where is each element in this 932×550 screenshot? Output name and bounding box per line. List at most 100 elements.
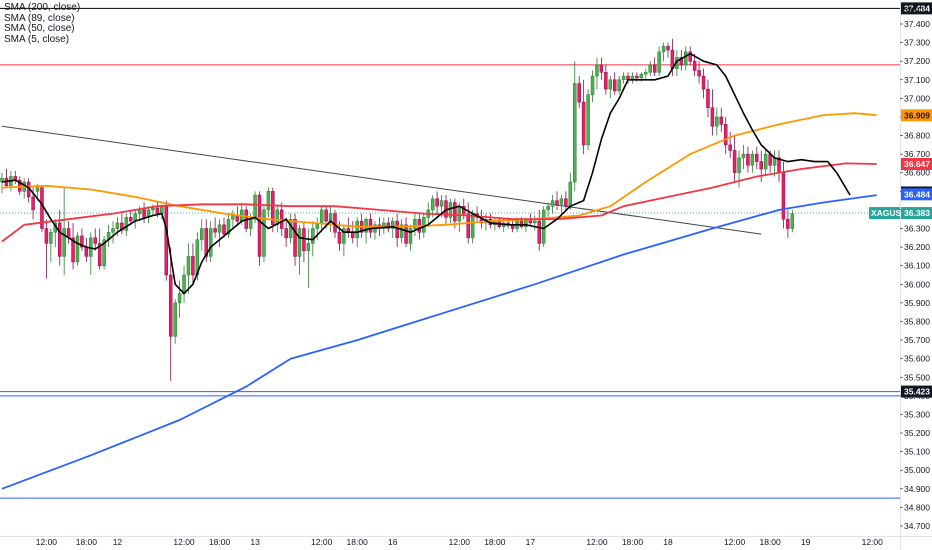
x-tick-label: 18:00 <box>347 537 369 547</box>
time-axis[interactable]: 12:00 18:00 12 12:00 18:00 13 12:00 18:00 16 12:0… <box>36 537 883 547</box>
price-tag-bg <box>901 158 932 171</box>
candle-body <box>35 187 40 192</box>
y-tick-label: 36.100 <box>904 261 930 271</box>
candle-body <box>93 237 97 244</box>
indicator-legend: SMA (200, close) SMA (89, close) SMA (50… <box>4 2 81 45</box>
y-tick-label: 35.500 <box>904 372 930 382</box>
legend-sma-50[interactable]: SMA (50, close) <box>4 23 75 34</box>
candle-body <box>57 222 62 257</box>
price-tag-label: 37.484 <box>904 3 930 13</box>
candle-body <box>537 220 541 244</box>
y-tick-label: 37.300 <box>904 38 930 48</box>
price-tag-label: 35.423 <box>904 387 930 397</box>
candle-body <box>541 209 546 244</box>
candle-body <box>577 83 581 103</box>
candle-body <box>84 246 89 257</box>
candle-body <box>266 191 271 211</box>
x-tick-label: 18 <box>663 537 673 547</box>
candle-body <box>644 72 648 75</box>
candle-body <box>222 224 226 235</box>
candle-body <box>697 70 701 77</box>
candle-body <box>382 222 386 229</box>
price-tag-label: 36.647 <box>904 159 930 169</box>
candle-body <box>612 79 617 92</box>
candle-body <box>533 220 537 224</box>
candle-body <box>408 228 413 244</box>
legend-sma-5[interactable]: SMA (5, close) <box>4 33 70 45</box>
y-tick-label: 36.600 <box>904 168 930 178</box>
currency-label: USD <box>906 5 924 15</box>
candle-body <box>666 46 670 51</box>
y-tick-label: 34.700 <box>904 521 930 531</box>
candle-body <box>684 51 688 66</box>
candle-body <box>297 228 302 257</box>
price-tag-bg <box>901 188 932 201</box>
symbol-tag-label: XAGUSD <box>871 208 907 218</box>
x-tick-label: 18:00 <box>484 537 506 547</box>
candle-body <box>715 116 719 127</box>
price-tag-bg <box>901 109 932 122</box>
candle-body <box>0 178 4 183</box>
candle-body <box>164 205 169 276</box>
candle-body <box>177 293 182 304</box>
candle-body <box>466 213 470 239</box>
candle-body <box>701 75 706 90</box>
candle-body <box>439 200 444 207</box>
y-tick-label: 36.700 <box>904 149 930 159</box>
candle-body <box>364 218 368 233</box>
candle-body <box>604 72 608 90</box>
x-tick-label: 12:00 <box>449 537 471 547</box>
candle-body <box>737 157 741 173</box>
x-tick-label: 13 <box>250 537 260 547</box>
candle-body <box>248 218 253 229</box>
candle-body <box>97 243 102 266</box>
price-tag-label: 36.484 <box>904 189 930 199</box>
candle-body <box>759 161 763 170</box>
candle-body <box>155 207 160 214</box>
candle-body <box>639 73 644 79</box>
y-tick-label: 34.900 <box>904 484 930 494</box>
candle-body <box>599 64 604 73</box>
candle-body <box>755 153 759 162</box>
candle-body <box>186 256 191 276</box>
candle-body <box>448 202 453 218</box>
candle-body <box>430 198 435 211</box>
candle-body <box>271 191 275 226</box>
candle-body <box>302 228 306 252</box>
candle-body <box>124 217 129 231</box>
candle-body <box>661 46 666 53</box>
candle-body <box>191 256 195 276</box>
candle-body <box>781 172 786 220</box>
y-tick-label: 37.200 <box>904 56 930 66</box>
candle-body <box>719 116 724 125</box>
trendline <box>1 125 762 235</box>
candle-body <box>728 144 732 151</box>
sma-line <box>1 194 877 490</box>
legend-sma-89[interactable]: SMA (89, close) <box>4 12 75 24</box>
candle-body <box>71 237 75 263</box>
candle-body <box>608 79 613 90</box>
candle-body <box>115 222 120 229</box>
candle-body <box>235 215 240 222</box>
y-tick-label: 35.700 <box>904 335 930 345</box>
candle-body <box>763 153 768 170</box>
x-tick-label: 17 <box>526 537 536 547</box>
candle-body <box>75 235 80 263</box>
candle-body <box>208 228 213 257</box>
candle-body <box>351 231 355 239</box>
candle-body <box>546 205 550 211</box>
candle-body <box>581 101 586 146</box>
y-tick-label: 36.300 <box>904 224 930 234</box>
candle-body <box>173 302 177 337</box>
legend-sma-200[interactable]: SMA (200, close) <box>4 2 81 13</box>
candle-body <box>204 228 208 257</box>
candle-body <box>129 217 133 222</box>
price-tag-bg <box>901 207 932 220</box>
candle-body <box>319 209 324 224</box>
candle-body <box>590 75 595 95</box>
candle-body <box>231 215 235 220</box>
indicator-lines <box>1 52 877 490</box>
candle-body <box>573 83 577 183</box>
